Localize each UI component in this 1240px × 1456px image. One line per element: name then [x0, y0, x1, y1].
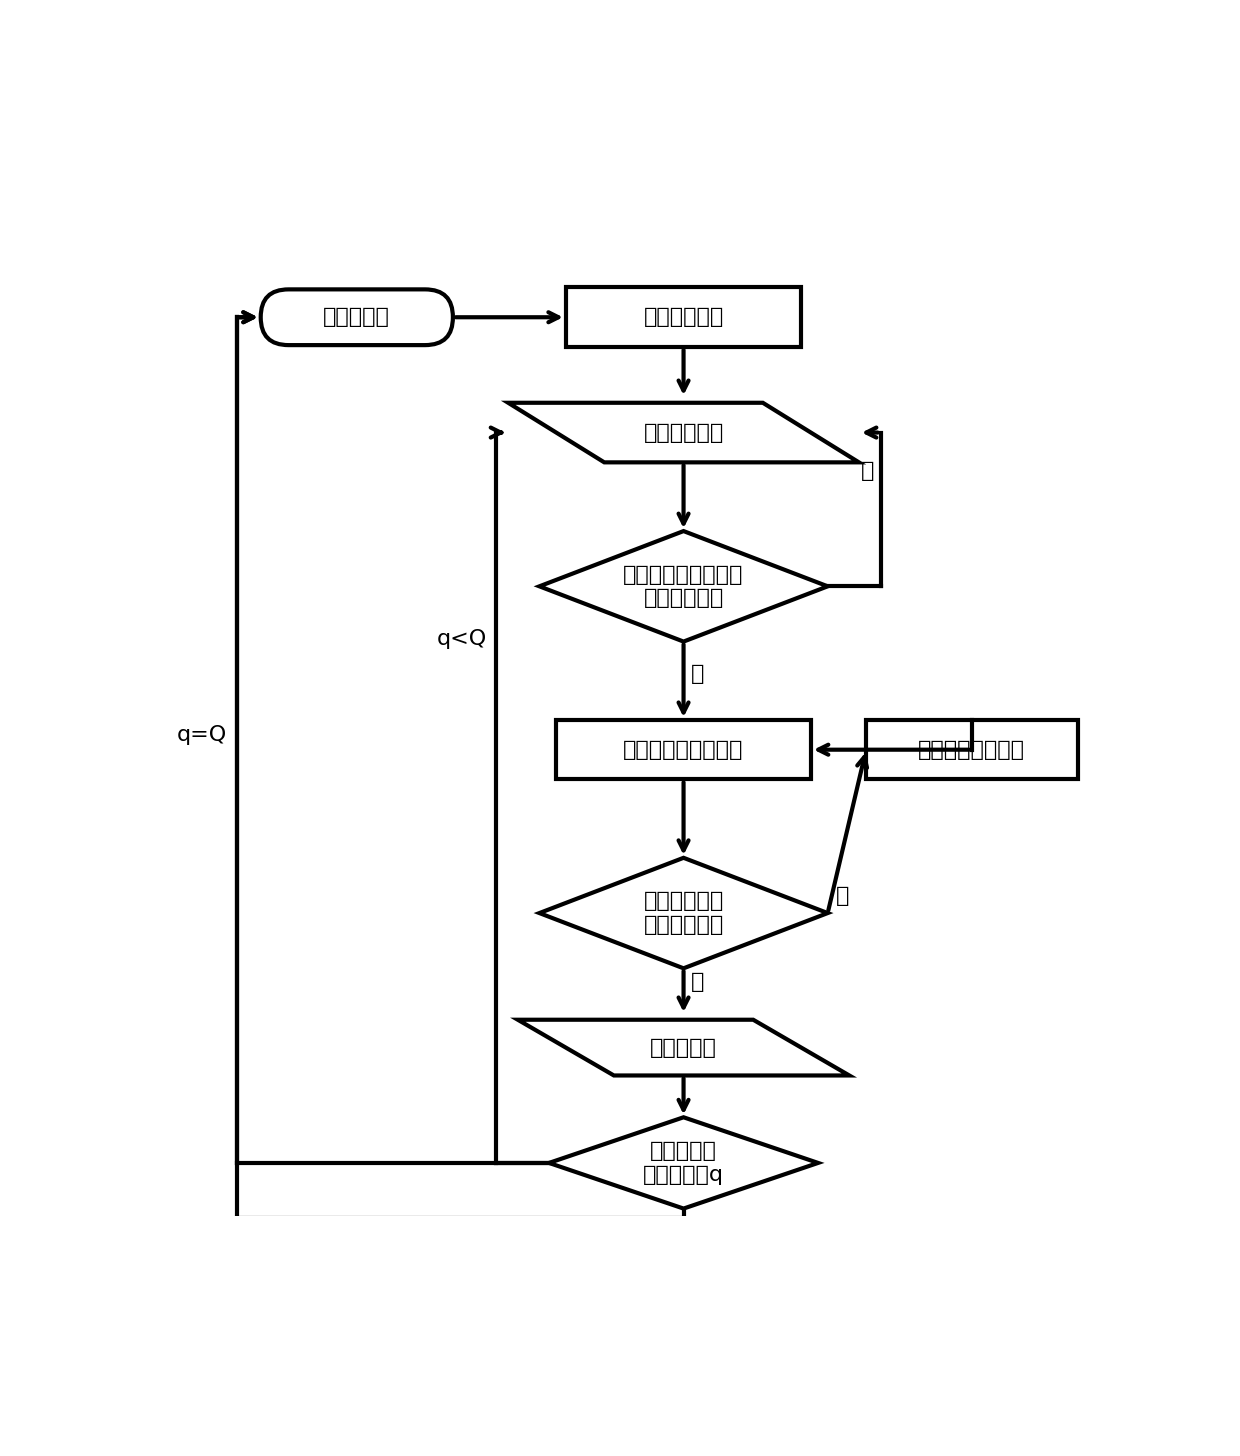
Text: 监管节点验证
区块是否合法: 监管节点验证 区块是否合法: [644, 891, 724, 935]
Text: 执行交易、生产区块: 执行交易、生产区块: [624, 740, 744, 760]
FancyBboxPatch shape: [260, 290, 453, 345]
Text: 输出新区块: 输出新区块: [650, 1038, 717, 1057]
Polygon shape: [508, 403, 859, 463]
Text: 记账、监管节点验证
请求是否合法: 记账、监管节点验证 请求是否合法: [624, 565, 744, 609]
Text: 是: 是: [691, 971, 704, 992]
Text: 否: 否: [836, 887, 848, 906]
Text: 输入交易信息: 输入交易信息: [644, 422, 724, 443]
Text: q=Q: q=Q: [177, 725, 227, 745]
Polygon shape: [518, 1019, 849, 1076]
Polygon shape: [549, 1117, 818, 1208]
Text: 是: 是: [691, 664, 704, 684]
FancyBboxPatch shape: [557, 719, 811, 779]
FancyBboxPatch shape: [565, 287, 801, 347]
Text: 重新选取记账节点: 重新选取记账节点: [919, 740, 1025, 760]
Text: 否: 否: [862, 462, 874, 480]
Polygon shape: [539, 531, 828, 642]
Text: 该记账节点
生产区块数q: 该记账节点 生产区块数q: [644, 1142, 724, 1185]
FancyBboxPatch shape: [866, 719, 1078, 779]
Polygon shape: [539, 858, 828, 968]
Text: q<Q: q<Q: [436, 629, 486, 649]
Text: 新一轮开始: 新一轮开始: [324, 307, 391, 328]
Text: 选举记账节点: 选举记账节点: [644, 307, 724, 328]
